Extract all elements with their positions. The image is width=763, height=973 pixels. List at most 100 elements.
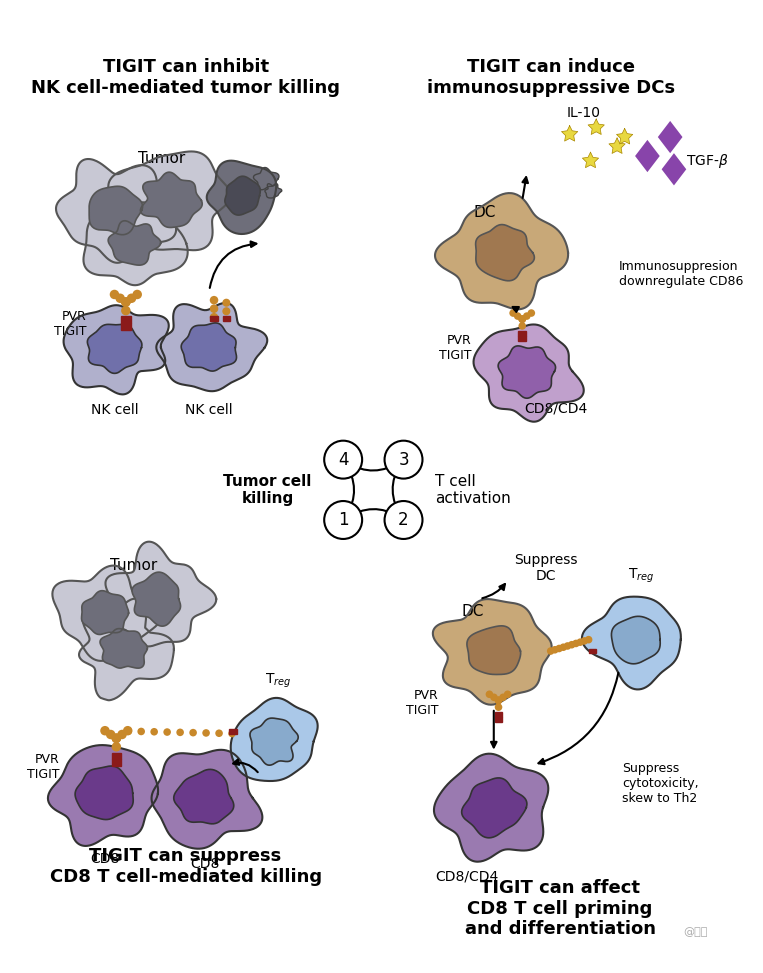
Polygon shape	[63, 306, 169, 394]
Polygon shape	[48, 745, 158, 846]
Circle shape	[510, 309, 517, 317]
Text: CD8/CD4: CD8/CD4	[523, 402, 587, 415]
Circle shape	[111, 734, 121, 743]
Circle shape	[324, 441, 362, 479]
Circle shape	[210, 305, 218, 313]
Polygon shape	[105, 542, 216, 646]
Circle shape	[124, 728, 132, 735]
Text: T$_{reg}$: T$_{reg}$	[266, 671, 291, 690]
Circle shape	[564, 642, 571, 650]
Text: Suppress
DC: Suppress DC	[514, 553, 578, 583]
Polygon shape	[225, 176, 260, 215]
Circle shape	[559, 643, 567, 651]
Circle shape	[121, 298, 130, 306]
Polygon shape	[434, 754, 549, 862]
Text: TGF-$\beta$: TGF-$\beta$	[686, 152, 729, 169]
Circle shape	[518, 315, 526, 323]
Text: DC: DC	[473, 205, 495, 221]
Circle shape	[176, 729, 184, 737]
Text: 3: 3	[398, 450, 409, 469]
Text: CD8: CD8	[190, 857, 219, 871]
Text: IL-10: IL-10	[567, 106, 601, 120]
Polygon shape	[467, 626, 520, 674]
Circle shape	[547, 647, 555, 655]
Circle shape	[514, 312, 521, 320]
Circle shape	[518, 315, 526, 323]
Circle shape	[137, 728, 145, 736]
Text: DC: DC	[462, 603, 484, 619]
Polygon shape	[265, 184, 282, 198]
Text: TIGIT can suppress
CD8 T cell-mediated killing: TIGIT can suppress CD8 T cell-mediated k…	[50, 847, 322, 886]
Circle shape	[494, 697, 502, 704]
Circle shape	[518, 322, 526, 330]
Circle shape	[118, 730, 127, 739]
Circle shape	[485, 691, 493, 698]
Polygon shape	[609, 138, 625, 154]
Circle shape	[189, 729, 197, 737]
Text: TIGIT can inhibit
NK cell-mediated tumor killing: TIGIT can inhibit NK cell-mediated tumor…	[31, 58, 340, 97]
Polygon shape	[56, 159, 176, 263]
Text: NK cell: NK cell	[185, 403, 233, 416]
Circle shape	[494, 697, 502, 704]
Polygon shape	[88, 324, 142, 374]
Polygon shape	[100, 629, 147, 668]
Text: PVR
TIGIT: PVR TIGIT	[406, 689, 439, 717]
Circle shape	[584, 636, 592, 643]
Text: Tumor: Tumor	[138, 151, 185, 166]
Text: 1: 1	[338, 511, 349, 529]
Polygon shape	[658, 121, 682, 153]
Circle shape	[523, 312, 530, 320]
Circle shape	[551, 646, 559, 654]
Circle shape	[385, 501, 423, 539]
Circle shape	[568, 641, 575, 648]
Circle shape	[555, 645, 563, 652]
Polygon shape	[82, 591, 129, 634]
Circle shape	[133, 290, 142, 300]
Polygon shape	[462, 777, 527, 838]
Polygon shape	[83, 202, 188, 285]
Circle shape	[215, 730, 223, 737]
Polygon shape	[435, 193, 568, 309]
Bar	[518, 331, 526, 336]
Text: PVR
TIGIT: PVR TIGIT	[27, 753, 60, 780]
Polygon shape	[79, 598, 174, 701]
Polygon shape	[582, 152, 599, 167]
Circle shape	[111, 734, 121, 743]
Circle shape	[150, 728, 158, 736]
Circle shape	[121, 298, 130, 306]
Circle shape	[222, 307, 230, 315]
Polygon shape	[475, 225, 534, 281]
Polygon shape	[156, 303, 267, 391]
Circle shape	[106, 730, 115, 739]
Circle shape	[228, 730, 236, 738]
Text: Tumor: Tumor	[110, 559, 157, 573]
Circle shape	[490, 694, 497, 702]
Bar	[494, 711, 502, 717]
Circle shape	[127, 294, 137, 303]
Bar	[121, 316, 130, 323]
Circle shape	[121, 306, 130, 315]
Bar	[111, 752, 121, 759]
Circle shape	[499, 694, 507, 702]
Circle shape	[494, 703, 502, 711]
Circle shape	[210, 313, 218, 321]
Bar	[494, 717, 502, 722]
Text: NK cell: NK cell	[91, 403, 138, 416]
Circle shape	[494, 697, 502, 704]
Polygon shape	[562, 126, 578, 141]
Bar	[211, 316, 217, 320]
Text: TIGIT can induce
immunosuppressive DCs: TIGIT can induce immunosuppressive DCs	[427, 58, 674, 97]
Circle shape	[518, 315, 526, 323]
Polygon shape	[611, 616, 660, 664]
Text: Tumor cell
killing: Tumor cell killing	[224, 474, 312, 506]
Bar	[229, 730, 237, 734]
Circle shape	[202, 729, 210, 737]
Polygon shape	[181, 323, 237, 371]
Text: 4: 4	[338, 450, 349, 469]
Polygon shape	[108, 221, 161, 266]
Polygon shape	[635, 140, 660, 172]
Polygon shape	[207, 161, 276, 234]
Polygon shape	[433, 599, 552, 704]
Circle shape	[385, 441, 423, 479]
Circle shape	[572, 639, 580, 647]
